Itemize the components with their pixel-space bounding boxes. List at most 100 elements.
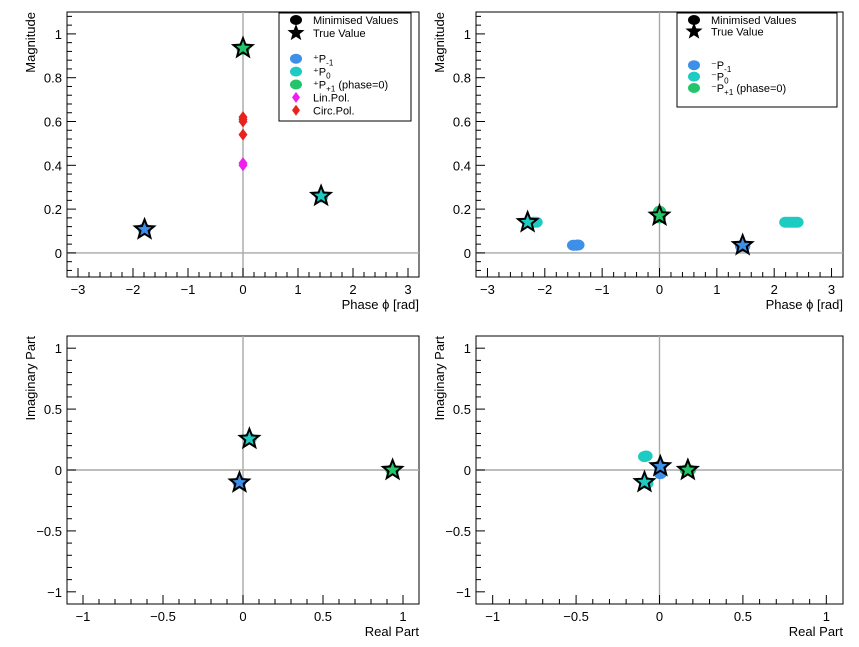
y-tick-label: 0.6	[44, 115, 62, 130]
x-tick-label: 1	[713, 282, 720, 297]
y-tick-label: −0.5	[445, 524, 471, 539]
legend-label: True Value	[313, 28, 366, 40]
x-tick-label: 1	[399, 609, 406, 624]
series-lin-pol-	[238, 157, 248, 172]
series-p-1-minimised	[566, 239, 751, 252]
legend-circle-icon	[290, 79, 302, 90]
x-tick-label: 0	[656, 609, 663, 624]
y-tick-label: 1	[55, 341, 62, 356]
panel-top-left: −3 −2 −1 0 1 2 3 0 0.2 0.4 0.6 0.8 1 Phase ϕ [rad] Mag…	[23, 11, 420, 312]
true-value-star	[632, 469, 657, 493]
legend-circle-icon	[688, 60, 700, 71]
legend-label: ⁺P+1 (phase=0)	[313, 80, 388, 94]
x-axis-label: Real Part	[365, 624, 420, 639]
true-value-star	[730, 232, 755, 256]
x-tick-label: 1	[294, 282, 301, 297]
x-tick-label: 0.5	[734, 609, 752, 624]
legend-circle-icon	[688, 71, 700, 82]
legend-label: ⁻P0	[711, 72, 729, 86]
data-point	[571, 239, 585, 251]
y-tick-label: −0.5	[36, 524, 62, 539]
y-tick-label: 0.8	[44, 71, 62, 86]
x-axis-label: Phase ϕ [rad]	[766, 297, 843, 312]
y-tick-label: 1	[464, 341, 471, 356]
legend-circle-icon	[290, 15, 302, 25]
true-value-star	[515, 209, 540, 233]
y-tick-label: 0.4	[44, 158, 62, 173]
x-tick-label: −3	[480, 282, 495, 297]
legend-label: True Value	[711, 26, 764, 38]
legend-box	[676, 12, 838, 108]
true-value-star	[132, 216, 157, 240]
series-true-value-p0	[237, 426, 262, 450]
y-tick-label: 0.5	[453, 402, 471, 417]
series-true-value-p-1	[647, 202, 672, 227]
x-tick-label: 1	[823, 609, 830, 624]
legend-label: Circ.Pol.	[313, 105, 355, 117]
legend-label: ⁺P0	[313, 67, 331, 81]
y-tick-label: 0.6	[453, 115, 471, 130]
x-tick-label: −2	[537, 282, 552, 297]
panel-top-right: −3 −2 −1 0 1 2 3 0 0.2 0.4 0.6 0.8 1 Phase ϕ [rad] Mag…	[432, 11, 844, 312]
legend-circle-icon	[290, 66, 302, 77]
true-value-star	[308, 183, 334, 207]
true-value-star	[230, 35, 256, 59]
x-tick-label: 2	[771, 282, 778, 297]
y-tick-label: 0.5	[44, 402, 62, 417]
y-tick-label: −1	[47, 585, 62, 600]
legend-circle-icon	[688, 15, 700, 25]
true-value-star	[227, 469, 252, 493]
y-tick-label: 0.4	[453, 158, 471, 173]
data-point	[790, 216, 804, 228]
legend-circle-icon	[290, 53, 302, 64]
x-tick-label: 0	[239, 609, 246, 624]
y-tick-label: 1	[55, 27, 62, 42]
series-circ-pol-	[238, 111, 248, 141]
legend-star-icon	[685, 22, 703, 39]
data-point	[238, 111, 248, 124]
legend-diamond-icon	[292, 91, 300, 103]
y-tick-label: 0.2	[453, 202, 471, 217]
series-true-value-p-1	[227, 469, 252, 493]
y-axis-label: Imaginary Part	[432, 336, 447, 421]
legend-circle-icon	[688, 83, 700, 93]
y-tick-label: 1	[464, 27, 471, 42]
y-axis-label: Magnitude	[23, 12, 38, 73]
true-value-star	[380, 457, 405, 481]
x-axis-label: Phase ϕ [rad]	[342, 297, 419, 312]
y-tick-label: 0.2	[44, 202, 62, 217]
series-true-value-p-1	[648, 453, 673, 477]
series-true-value-p0	[515, 209, 540, 233]
x-axis-label: Real Part	[789, 624, 844, 639]
x-tick-label: −1	[485, 609, 500, 624]
x-tick-label: 0	[656, 282, 663, 297]
true-value-star	[648, 453, 673, 477]
x-tick-label: −3	[71, 282, 86, 297]
x-tick-label: 0	[239, 282, 246, 297]
y-axis-label: Magnitude	[432, 12, 447, 73]
true-value-star	[647, 202, 672, 227]
y-tick-label: 0	[464, 463, 471, 478]
x-tick-label: 2	[349, 282, 356, 297]
y-tick-label: 0.8	[453, 71, 471, 86]
series-true-value-p0	[632, 469, 657, 493]
legend-diamond-icon	[292, 104, 300, 116]
data-point	[238, 157, 248, 170]
series-true-value-p-1	[230, 35, 256, 59]
series-true-value-p-1	[380, 457, 405, 481]
y-tick-label: 0	[55, 463, 62, 478]
true-value-star	[675, 457, 701, 481]
x-tick-label: −1	[76, 609, 91, 624]
x-tick-label: 3	[404, 282, 411, 297]
y-tick-label: −1	[456, 585, 471, 600]
series-true-value-p0	[308, 183, 334, 207]
y-axis-label: Imaginary Part	[23, 336, 38, 421]
legend-label: ⁻P-1	[711, 60, 732, 74]
x-tick-label: 3	[828, 282, 835, 297]
data-point	[238, 128, 248, 141]
